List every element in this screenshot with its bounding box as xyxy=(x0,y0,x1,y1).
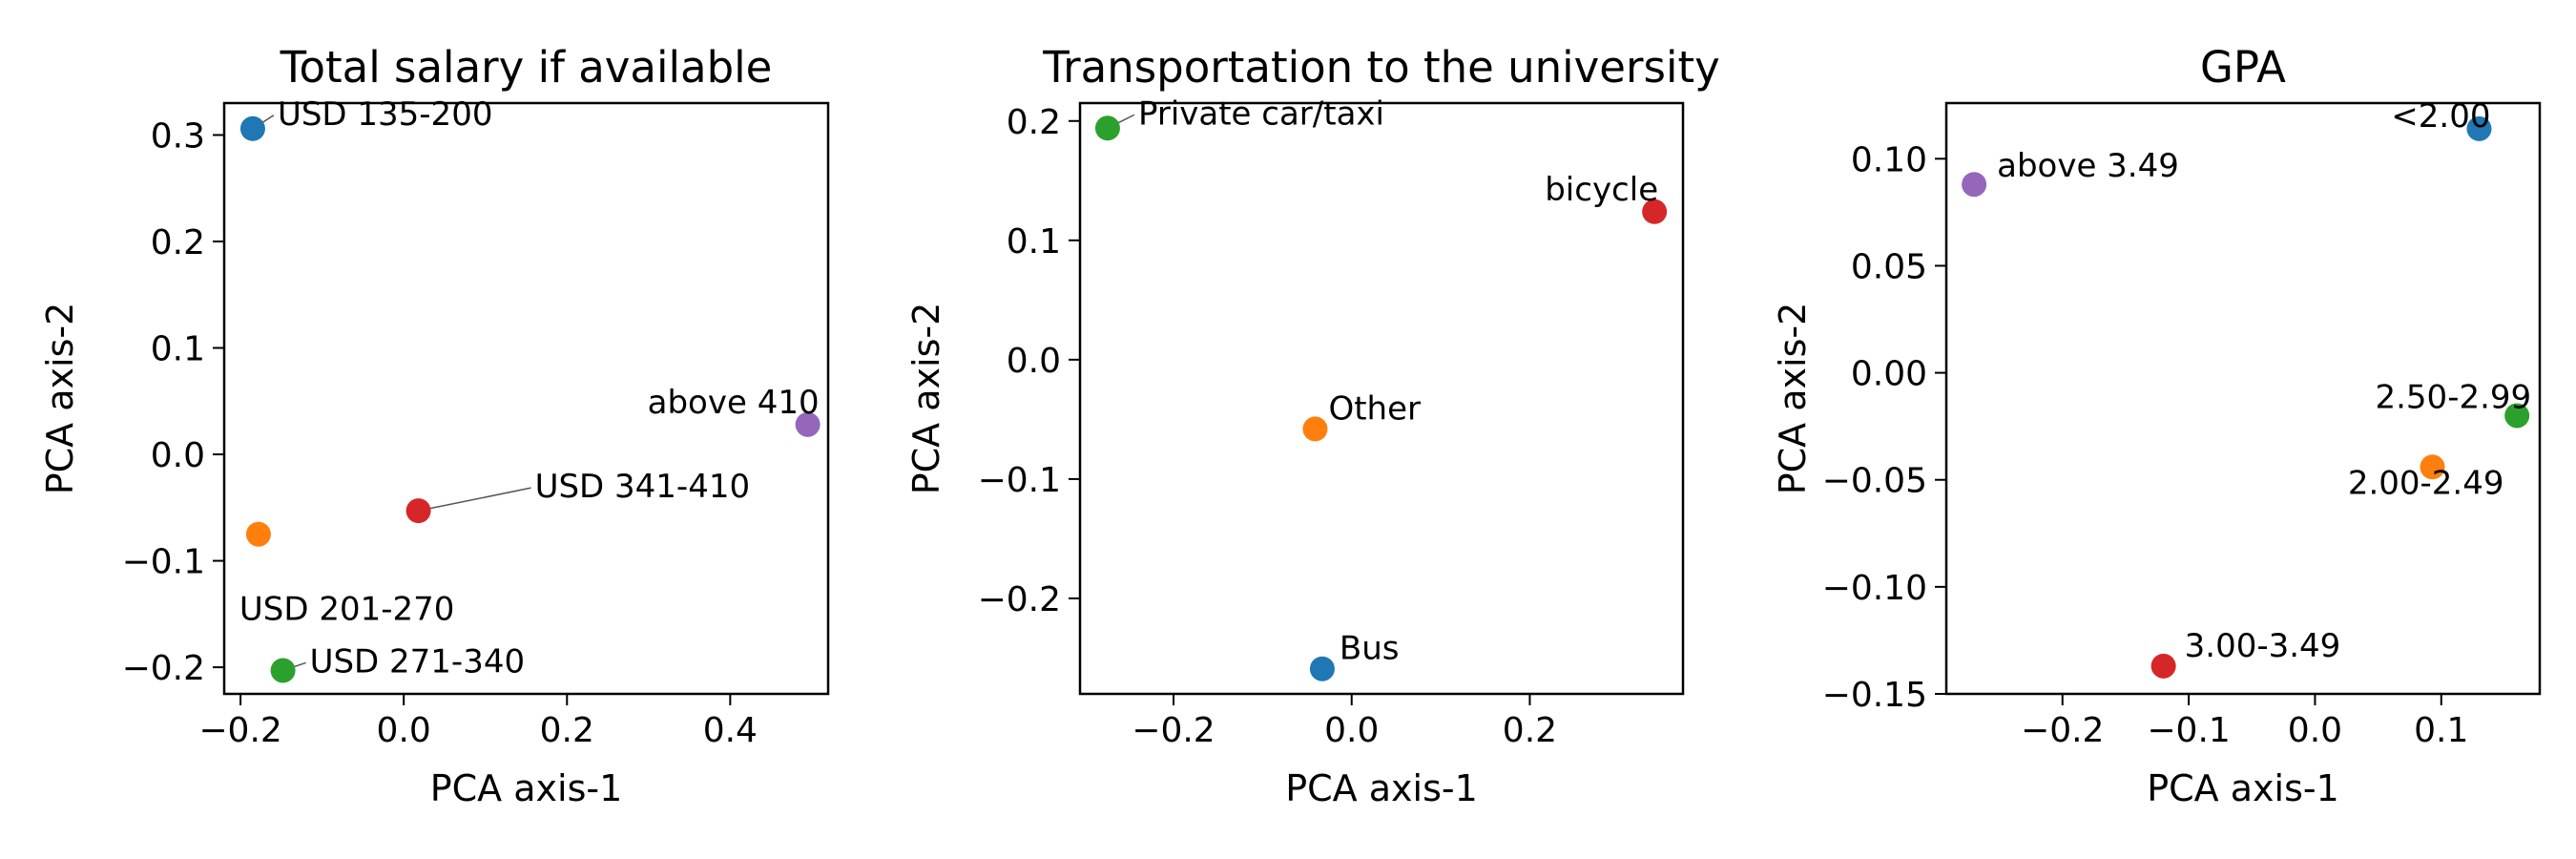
point-label: above 410 xyxy=(648,384,820,422)
y-tick-label: 0.2 xyxy=(1007,103,1061,142)
data-point xyxy=(1962,172,1987,198)
data-point xyxy=(1642,199,1668,224)
x-tick-label: −0.2 xyxy=(1132,711,1215,750)
point-label: Private car/taxi xyxy=(1138,94,1384,133)
y-tick-label: −0.1 xyxy=(122,543,205,582)
plot-frame xyxy=(222,101,830,696)
data-point xyxy=(1094,115,1120,141)
chart-title: GPA xyxy=(2200,42,2286,93)
y-tick-label: 0.00 xyxy=(1851,355,1927,394)
y-tick-label: −0.10 xyxy=(1822,569,1927,608)
y-tick-label: 0.0 xyxy=(1007,342,1061,381)
data-point xyxy=(270,658,296,683)
chart-panel-1: Total salary if available −0.2 0.0 0.2 0.4 −0… xyxy=(39,42,830,809)
data-point xyxy=(239,115,265,141)
plot-frame xyxy=(1944,101,2542,696)
x-tick-label: 0.0 xyxy=(377,711,431,750)
point-label: 2.50-2.99 xyxy=(2375,378,2531,416)
y-tick-label: −0.2 xyxy=(122,649,205,688)
chart-title: Total salary if available xyxy=(280,42,773,93)
data-point xyxy=(405,498,431,524)
x-tick-label: −0.2 xyxy=(2021,711,2104,750)
x-tick-label: 0.0 xyxy=(2288,711,2342,750)
x-tick-label: 0.4 xyxy=(703,711,758,750)
y-tick-label: 0.05 xyxy=(1851,247,1927,286)
y-tick-label: 0.3 xyxy=(151,116,205,156)
chart-panel-2: Transportation to the university −0.2 0.0 0… xyxy=(905,42,1720,809)
data-point xyxy=(1302,416,1328,442)
y-tick-label: −0.1 xyxy=(978,461,1061,500)
y-tick-label: 0.1 xyxy=(151,330,205,369)
x-axis-label: PCA axis-1 xyxy=(430,767,623,809)
x-tick-label: 0.2 xyxy=(1503,711,1557,750)
y-axis-label: PCA axis-2 xyxy=(39,303,81,495)
point-label: USD 201-270 xyxy=(239,591,455,629)
point-label: bicycle xyxy=(1545,171,1658,209)
y-axis-label: PCA axis-2 xyxy=(1772,303,1814,495)
data-point xyxy=(2420,454,2445,480)
x-tick-label: 0.1 xyxy=(2414,711,2468,750)
point-label: USD 135-200 xyxy=(278,95,493,134)
y-tick-label: 0.0 xyxy=(151,436,205,475)
point-label: 2.00-2.49 xyxy=(2348,464,2504,502)
x-axis-label: PCA axis-1 xyxy=(2147,767,2339,809)
y-tick-label: −0.05 xyxy=(1822,462,1927,501)
x-axis-label: PCA axis-1 xyxy=(1285,767,1478,809)
point-label: USD 341-410 xyxy=(535,468,751,506)
data-point xyxy=(2150,653,2176,679)
data-point xyxy=(2504,403,2530,429)
data-point xyxy=(1309,656,1335,681)
chart-title: Transportation to the university xyxy=(1042,42,1719,93)
leader-line xyxy=(418,487,531,512)
x-tick-label: −0.1 xyxy=(2147,711,2230,750)
y-tick-label: 0.1 xyxy=(1007,222,1061,262)
point-label: 3.00-3.49 xyxy=(2185,627,2341,665)
y-tick-label: 0.10 xyxy=(1851,140,1927,179)
point-label: Other xyxy=(1328,389,1421,428)
y-tick-label: −0.2 xyxy=(978,580,1061,619)
data-point xyxy=(2466,115,2492,141)
x-tick-label: −0.2 xyxy=(198,711,281,750)
y-axis-label: PCA axis-2 xyxy=(905,303,947,495)
data-point xyxy=(795,411,821,437)
chart-panel-3: GPA −0.2 −0.1 0.0 0.1 −0.15 −0.10 −0.05 0.00 0.05… xyxy=(1772,42,2542,809)
y-tick-label: 0.2 xyxy=(151,223,205,262)
x-tick-label: 0.2 xyxy=(540,711,594,750)
point-label: USD 271-340 xyxy=(310,642,526,681)
plot-frame xyxy=(1078,101,1685,696)
point-label: Bus xyxy=(1340,630,1400,668)
data-point xyxy=(245,521,271,547)
x-tick-label: 0.0 xyxy=(1324,711,1379,750)
point-label: above 3.49 xyxy=(1997,147,2179,185)
y-tick-label: −0.15 xyxy=(1822,676,1927,715)
